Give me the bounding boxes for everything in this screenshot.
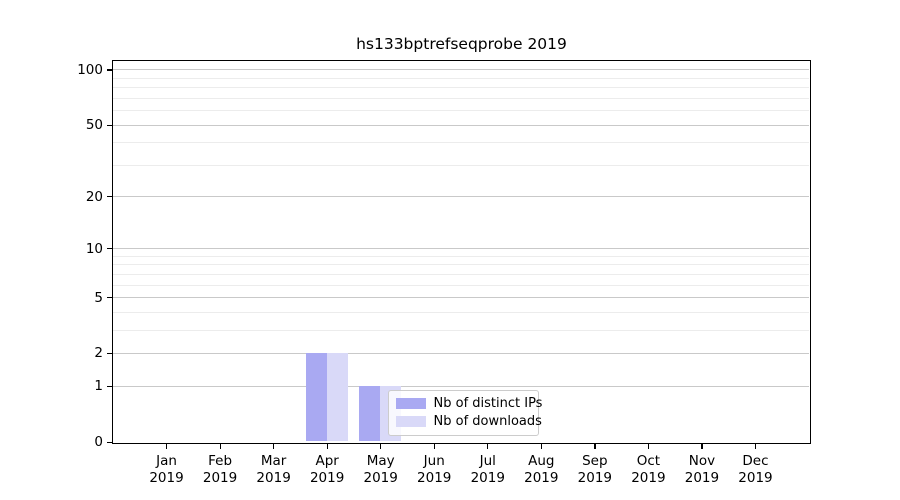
x-tick-year: 2019 (202, 470, 238, 486)
legend-swatch-distinct-ips (395, 397, 426, 409)
x-tick-month: Feb (208, 453, 233, 469)
gridline-major (112, 69, 809, 71)
legend-label-distinct-ips: Nb of distinct IPs (433, 395, 543, 411)
y-tick-label: 20 (85, 188, 103, 205)
y-tick-mark (106, 196, 112, 198)
chart-title: hs133bptrefseqprobe 2019 (356, 35, 567, 53)
x-tick-mark (701, 443, 703, 449)
x-tick-mark (380, 443, 382, 449)
x-tick-year: 2019 (631, 470, 666, 486)
x-tick-mark (433, 443, 435, 449)
x-tick-month: Aug (528, 453, 555, 469)
x-tick-month: Oct (636, 453, 661, 469)
y-tick-mark (106, 124, 112, 126)
y-tick-mark (106, 352, 112, 355)
x-tick-month: Nov (688, 453, 716, 469)
y-tick-mark (106, 69, 112, 71)
x-tick-year: 2019 (417, 470, 452, 486)
x-tick-label: Sep 2019 (563, 453, 627, 487)
x-tick-year: 2019 (256, 470, 291, 486)
x-tick-mark (540, 443, 542, 449)
gridline-major (112, 297, 809, 299)
y-tick-label: 1 (94, 378, 103, 395)
x-tick-year: 2019 (738, 470, 773, 486)
gridline-major (112, 248, 809, 250)
x-tick-month: Mar (260, 453, 287, 469)
x-tick-label: Aug 2019 (509, 453, 573, 487)
gridline-minor (112, 284, 809, 286)
gridline-minor (112, 87, 809, 89)
y-tick-mark (106, 441, 112, 443)
x-tick-month: Sep (582, 453, 608, 469)
x-tick-label: Nov 2019 (670, 453, 734, 487)
legend-swatch-downloads (395, 415, 426, 427)
gridline-minor (112, 255, 809, 257)
y-tick-label: 2 (94, 345, 103, 362)
x-tick-label: Mar 2019 (242, 453, 306, 487)
x-tick-mark (326, 443, 328, 449)
legend-label-downloads: Nb of downloads (433, 413, 542, 429)
x-tick-month: Dec (742, 453, 769, 469)
x-tick-mark (754, 443, 757, 449)
y-tick-mark (106, 385, 112, 387)
x-tick-mark (166, 443, 168, 449)
y-tick-label: 50 (85, 117, 103, 134)
gridline-minor (112, 77, 809, 79)
bar-distinct-ips (359, 385, 381, 442)
gridline-minor (112, 264, 809, 266)
x-tick-year: 2019 (149, 470, 184, 486)
x-tick-label: Jun 2019 (402, 453, 466, 487)
x-tick-mark (219, 443, 221, 449)
gridline-major (112, 124, 809, 126)
gridline-minor (112, 273, 809, 275)
gridline-minor (112, 97, 809, 99)
x-tick-mark (487, 443, 489, 449)
x-tick-label: Jan 2019 (135, 453, 199, 487)
x-tick-mark (273, 443, 275, 449)
x-tick-month: Jul (479, 453, 496, 469)
x-tick-year: 2019 (577, 470, 613, 486)
legend-item-downloads: Nb of downloads (395, 413, 542, 429)
x-tick-label: Dec 2019 (723, 453, 787, 487)
x-tick-mark (594, 443, 596, 449)
y-tick-mark (106, 248, 112, 250)
gridline-major (112, 385, 809, 387)
x-tick-label: Jul 2019 (456, 453, 520, 487)
x-tick-month: Jan (156, 453, 177, 469)
y-tick-label: 5 (94, 289, 103, 306)
plot-area: Nb of distinct IPs Nb of downloads (111, 59, 811, 444)
x-tick-month: Apr (315, 453, 339, 469)
gridline-minor (112, 329, 809, 331)
gridline-minor (112, 164, 809, 166)
x-tick-year: 2019 (309, 470, 345, 486)
legend: Nb of distinct IPs Nb of downloads (387, 389, 542, 436)
gridline-minor (112, 142, 809, 144)
x-tick-label: May 2019 (349, 453, 413, 487)
y-tick-label: 10 (85, 240, 103, 257)
x-tick-label: Feb 2019 (188, 453, 252, 487)
gridline-major (112, 196, 809, 198)
x-tick-mark (647, 443, 650, 449)
x-tick-year: 2019 (524, 470, 559, 486)
y-tick-mark (106, 297, 112, 299)
legend-item-distinct-ips: Nb of distinct IPs (395, 395, 543, 411)
x-tick-month: May (366, 453, 395, 469)
x-tick-year: 2019 (684, 470, 720, 486)
y-tick-label: 100 (77, 61, 103, 78)
bar-distinct-ips (305, 352, 327, 442)
x-tick-year: 2019 (363, 470, 398, 486)
x-tick-month: Jun (423, 453, 445, 469)
x-tick-label: Oct 2019 (616, 453, 680, 487)
gridline-minor (112, 311, 809, 313)
x-tick-label: Apr 2019 (295, 453, 359, 487)
bar-downloads (326, 352, 348, 442)
y-tick-label: 0 (94, 434, 103, 450)
x-tick-year: 2019 (470, 470, 505, 486)
gridline-minor (112, 110, 809, 112)
gridline-major (112, 352, 809, 354)
